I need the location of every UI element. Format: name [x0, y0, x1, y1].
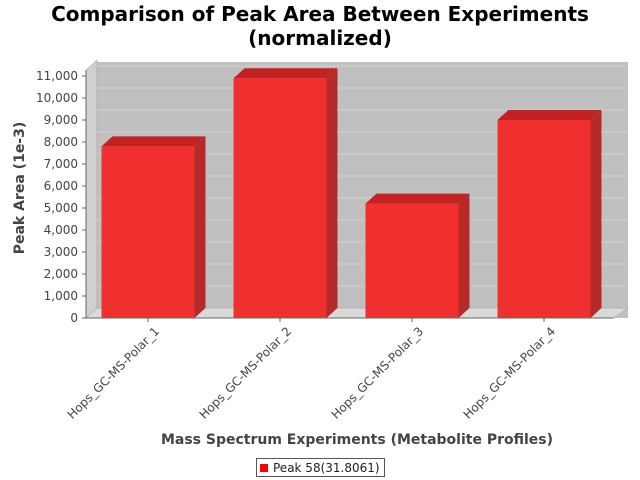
bar-side	[590, 110, 602, 318]
y-tick-label: 2,000	[44, 267, 78, 281]
bar-front	[497, 120, 591, 318]
x-tick-label: Hops_GC-MS-Polar_1	[65, 324, 163, 422]
y-tick-label: 5,000	[44, 201, 78, 215]
chart-title: Comparison of Peak Area Between Experime…	[0, 2, 640, 50]
bars	[101, 68, 602, 318]
x-tick-label: Hops_GC-MS-Polar_3	[329, 324, 427, 422]
chart-title-line-1: Comparison of Peak Area Between Experime…	[51, 2, 589, 26]
plot-left-wall	[85, 59, 98, 319]
legend: Peak 58(31.8061)	[256, 458, 385, 477]
legend-swatch	[260, 463, 268, 472]
bar-top	[233, 68, 338, 79]
bar	[233, 68, 338, 318]
bar-top	[101, 136, 206, 147]
bar-front	[101, 146, 195, 318]
bar-top	[365, 193, 470, 204]
chart-title-line-2: (normalized)	[248, 26, 392, 50]
y-tick-label: 9,000	[44, 113, 78, 127]
bar-front	[365, 203, 459, 318]
y-tick-label: 1,000	[44, 289, 78, 303]
y-tick-label: 3,000	[44, 245, 78, 259]
axes	[85, 70, 614, 319]
bar-side	[326, 68, 338, 318]
x-tick-label: Hops_GC-MS-Polar_4	[461, 324, 559, 422]
bar-side	[458, 193, 470, 318]
x-tick-label: Hops_GC-MS-Polar_2	[197, 324, 295, 422]
bar	[365, 193, 470, 318]
y-tick-label: 6,000	[44, 179, 78, 193]
y-tick-label: 0	[70, 311, 78, 325]
legend-label: Peak 58(31.8061)	[273, 460, 380, 475]
y-tick-label: 7,000	[44, 157, 78, 171]
x-axis-ticks: Hops_GC-MS-Polar_1 Hops_GC-MS-Polar_2 Hops…	[65, 318, 559, 422]
y-axis-ticks: 0 1,000 2,000 3,000 4,000 5,000 6,000 7,000 8,00…	[36, 69, 86, 325]
y-axis-title: Peak Area (1e-3)	[12, 122, 28, 255]
bar	[101, 136, 206, 318]
bar-front	[233, 78, 327, 318]
bar-top	[497, 110, 602, 120]
y-tick-label: 4,000	[44, 223, 78, 237]
y-tick-label: 10,000	[36, 91, 78, 105]
y-tick-label: 8,000	[44, 135, 78, 149]
bar-side	[194, 136, 206, 318]
y-tick-label: 11,000	[36, 69, 78, 83]
bar	[497, 110, 602, 318]
x-axis-title: Mass Spectrum Experiments (Metabolite Pr…	[161, 432, 553, 448]
